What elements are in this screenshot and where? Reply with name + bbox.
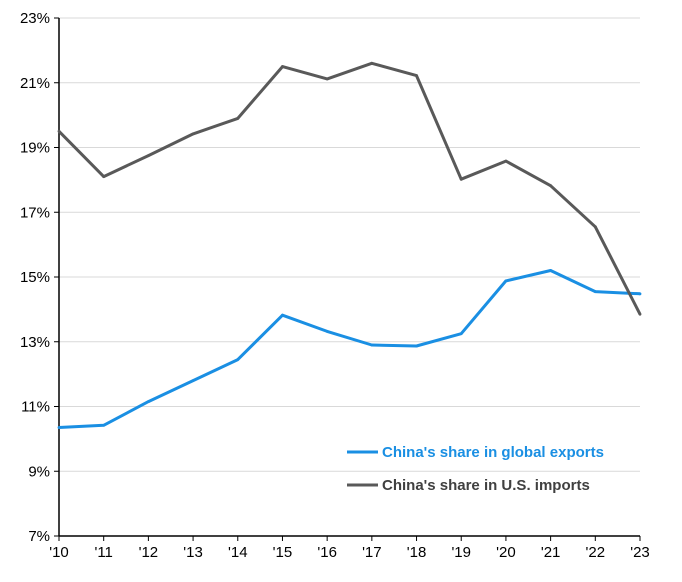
- y-tick-label: 21%: [20, 75, 50, 92]
- data-point: [325, 77, 329, 81]
- y-tick-label: 9%: [28, 463, 50, 480]
- legend-label-exports: China's share in global exports: [382, 444, 604, 461]
- data-point: [146, 400, 150, 404]
- data-point: [57, 129, 61, 133]
- data-point: [593, 225, 597, 229]
- data-point: [236, 116, 240, 120]
- legend-item-exports: China's share in global exports: [347, 444, 604, 461]
- y-tick-label: 13%: [20, 334, 50, 351]
- data-point: [504, 159, 508, 163]
- x-tick-label: '13: [183, 544, 203, 561]
- x-tick-label: '15: [273, 544, 293, 561]
- data-point: [638, 292, 642, 296]
- data-point: [102, 175, 106, 179]
- data-point: [638, 312, 642, 316]
- data-point: [549, 184, 553, 188]
- data-point: [593, 290, 597, 293]
- x-tick-label: '23: [630, 544, 650, 561]
- series-lines: [57, 61, 642, 429]
- data-point: [191, 379, 195, 382]
- data-point: [370, 343, 374, 347]
- y-tick-label: 19%: [20, 140, 50, 157]
- x-axis-ticks: '10 '11 '12 '13 '14 '15 '16 '17 '18 '19 '20 '21 '22 '…: [49, 536, 650, 561]
- y-axis-ticks: 7% 9% 11% 13% 15% 17% 19% 21% 23%: [20, 10, 59, 545]
- data-point: [415, 344, 418, 348]
- data-point: [102, 423, 106, 427]
- data-point: [57, 426, 61, 429]
- data-point: [459, 332, 463, 336]
- legend-label-imports: China's share in U.S. imports: [382, 477, 590, 494]
- data-point: [459, 177, 463, 181]
- data-point: [146, 154, 150, 157]
- data-point: [281, 313, 284, 317]
- y-tick-label: 11%: [21, 399, 50, 416]
- legend: China's share in global exports China's …: [347, 444, 604, 494]
- y-tick-label: 23%: [20, 10, 50, 27]
- data-point: [415, 74, 418, 78]
- x-tick-label: '14: [228, 544, 248, 561]
- x-tick-label: '19: [451, 544, 471, 561]
- data-point: [549, 269, 553, 272]
- data-point: [370, 61, 374, 65]
- x-tick-label: '10: [49, 544, 69, 561]
- y-tick-label: 17%: [20, 204, 50, 221]
- data-point: [191, 132, 195, 136]
- x-tick-label: '20: [496, 544, 516, 561]
- x-tick-label: '16: [317, 544, 337, 561]
- x-tick-label: '11: [94, 544, 112, 561]
- data-point: [281, 65, 284, 68]
- x-tick-label: '17: [362, 544, 382, 561]
- y-tick-label: 15%: [20, 269, 50, 286]
- legend-item-imports: China's share in U.S. imports: [347, 477, 590, 494]
- data-point: [236, 358, 240, 361]
- grid-lines: [59, 17, 640, 472]
- series-line-exports: [58, 269, 641, 429]
- series-line-imports: [57, 61, 642, 315]
- x-tick-label: '22: [586, 544, 606, 561]
- data-point: [325, 329, 329, 333]
- x-tick-label: '18: [407, 544, 427, 561]
- data-point: [504, 279, 508, 283]
- x-tick-label: '12: [139, 544, 159, 561]
- x-tick-label: '21: [541, 544, 561, 561]
- y-tick-label: 7%: [28, 528, 50, 545]
